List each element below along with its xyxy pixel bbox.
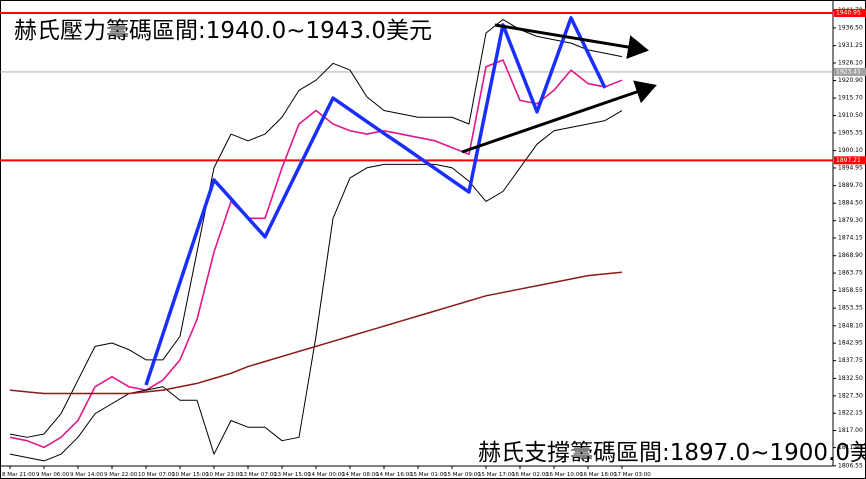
y-tick-label: 1837.75 [838, 357, 863, 364]
y-tick-label: 1879.30 [838, 217, 863, 224]
x-tick-label: 14 Mar 16:00 [376, 472, 413, 478]
x-tick-label: 9 Mar 22:00 [104, 472, 138, 478]
x-tick-label: 9 Mar 06:00 [36, 472, 70, 478]
resistance-note: 赫氏壓力籌碼區間:1940.0~1943.0美元 [14, 18, 432, 44]
y-tick-label: 1832.50 [838, 375, 863, 382]
x-tick-label: 9 Mar 14:00 [70, 472, 104, 478]
y-tick-label: 1931.25 [838, 42, 863, 49]
series-line [9, 271, 623, 395]
x-tick-label: 13 Mar 15:00 [274, 472, 311, 478]
price-level-tag [834, 67, 866, 76]
x-tick-label: 17 Mar 03:00 [614, 472, 651, 478]
price-level-label: 1940.95 [836, 9, 861, 16]
x-tick-label: 16 Mar 02:00 [512, 472, 549, 478]
y-tick-label: 1920.90 [838, 77, 863, 84]
x-tick-label: 14 Mar 00:00 [308, 472, 345, 478]
y-tick-label: 1936.50 [838, 24, 863, 31]
y-tick-label: 1889.70 [838, 182, 863, 189]
y-tick-label: 1900.10 [838, 147, 863, 154]
x-tick-label: 10 Mar 07:00 [138, 472, 175, 478]
y-tick-label: 1822.15 [838, 410, 863, 417]
y-tick-label: 1910.50 [838, 112, 863, 119]
y-tick-label: 1858.55 [838, 287, 863, 294]
y-tick-label: 1853.35 [838, 305, 863, 312]
support-note: 赫氏支撐籌碼區間:1897.0~1900.0美元 [478, 440, 866, 466]
x-tick-label: 13 Mar 07:00 [240, 472, 277, 478]
trend-arrow [494, 23, 649, 59]
price-level-label: 1923.45 [836, 68, 861, 75]
x-tick-label: 15 Mar 01:00 [410, 472, 447, 478]
y-tick-label: 1842.95 [838, 340, 863, 347]
series-line [9, 19, 623, 438]
series-line [9, 59, 623, 449]
y-tick-label: 1806.55 [838, 462, 863, 469]
x-tick-label: 15 Mar 09:00 [444, 472, 481, 478]
x-tick-label: 16 Mar 10:00 [546, 472, 583, 478]
series-line [9, 110, 623, 462]
x-tick-label: 16 Mar 18:00 [580, 472, 617, 478]
series-line [144, 16, 607, 386]
y-tick-label: 1827.30 [838, 392, 863, 399]
price-level-label: 1897.21 [836, 157, 861, 164]
x-tick-label: 15 Mar 17:00 [478, 472, 515, 478]
y-tick-label: 1915.70 [838, 95, 863, 102]
y-tick-label: 1905.35 [838, 129, 863, 136]
y-tick-label: 1874.15 [838, 235, 863, 242]
y-tick-label: 1926.10 [838, 60, 863, 67]
y-tick-label: 1868.90 [838, 252, 863, 259]
x-tick-label: 10 Mar 23:00 [206, 472, 243, 478]
y-tick-label: 1894.95 [838, 164, 863, 171]
x-tick-label: 8 Mar 21:00 [2, 472, 36, 478]
price-level-tag [834, 156, 866, 165]
price-level-tag [834, 8, 866, 17]
trend-arrow [461, 80, 657, 154]
y-tick-label: 1811.95 [838, 444, 863, 451]
y-tick-label: 1817.00 [838, 427, 863, 434]
y-tick-label: 1863.75 [838, 270, 863, 277]
y-tick-label: 1848.10 [838, 322, 863, 329]
x-tick-label: 14 Mar 08:00 [342, 472, 379, 478]
x-tick-label: 10 Mar 15:00 [172, 472, 209, 478]
y-tick-label: 1884.50 [838, 200, 863, 207]
